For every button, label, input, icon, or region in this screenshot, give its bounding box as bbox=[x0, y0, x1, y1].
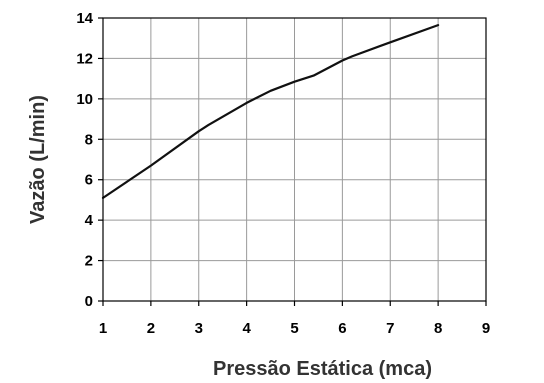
y-tick-label: 4 bbox=[85, 212, 94, 229]
x-tick-label: 7 bbox=[386, 320, 394, 337]
x-tick-labels: 1 2 3 4 5 6 7 8 9 bbox=[99, 320, 490, 337]
x-tick-label: 1 bbox=[99, 320, 107, 337]
y-tick-label: 8 bbox=[85, 131, 93, 148]
x-tick-label: 8 bbox=[434, 320, 442, 337]
y-tick-label: 0 bbox=[85, 293, 93, 310]
series-group bbox=[101, 24, 440, 199]
x-tick-label: 4 bbox=[242, 320, 251, 337]
x-tick-label: 6 bbox=[338, 320, 346, 337]
y-tick-label: 12 bbox=[76, 50, 93, 67]
x-axis-label: Pressão Estática (mca) bbox=[213, 358, 432, 380]
grid bbox=[98, 17, 487, 306]
x-tick-label: 3 bbox=[195, 320, 203, 337]
series-line bbox=[101, 24, 440, 199]
plot-frame bbox=[102, 17, 487, 302]
y-tick-label: 2 bbox=[85, 253, 93, 270]
y-tick-label: 14 bbox=[76, 10, 93, 27]
y-tick-label: 6 bbox=[85, 172, 93, 189]
x-tick-label: 5 bbox=[290, 320, 298, 337]
y-tick-labels: 0 2 4 6 8 10 12 14 bbox=[76, 10, 93, 310]
y-axis-label: Vazão (L/min) bbox=[27, 95, 49, 224]
x-tick-label: 9 bbox=[482, 320, 490, 337]
x-tick-label: 2 bbox=[147, 320, 155, 337]
y-tick-label: 10 bbox=[76, 91, 93, 108]
